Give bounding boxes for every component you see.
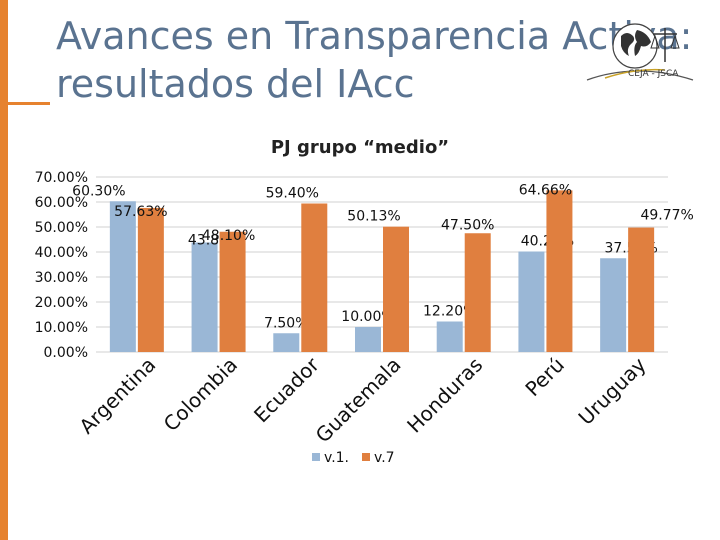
- y-tick-label: 40.00%: [35, 245, 88, 261]
- y-tick-label: 10.00%: [35, 320, 88, 336]
- slide-title-line1: Avances en Transparencia Activa:: [56, 14, 693, 58]
- data-label: 64.66%: [519, 182, 572, 198]
- bar-v1-argentina: [109, 201, 136, 352]
- x-tick-label: Perú: [520, 353, 568, 401]
- bar-v1-ecuador: [273, 333, 300, 352]
- chart-title: PJ grupo “medio”: [270, 137, 450, 158]
- bar-v1-guatemala: [355, 327, 381, 352]
- bar-v7-perú: [546, 190, 573, 352]
- data-label: 48.10%: [202, 228, 255, 244]
- bar-v7-honduras: [464, 233, 491, 352]
- slide-title-line2: resultados del IAcc: [56, 62, 415, 106]
- ceja-logo: [586, 23, 694, 81]
- x-tick-label: Honduras: [402, 353, 487, 438]
- legend-swatch: [362, 453, 370, 461]
- bar-v7-uruguay: [628, 227, 655, 352]
- y-tick-label: 60.00%: [35, 195, 88, 211]
- slide-title: Avances en Transparencia Activa: resulta…: [56, 12, 692, 108]
- accent-divider: [0, 102, 50, 105]
- y-tick-label: 30.00%: [35, 270, 88, 286]
- data-label: 59.40%: [266, 186, 319, 202]
- x-tick-label: Argentina: [74, 353, 160, 439]
- bar-v1-uruguay: [600, 258, 627, 352]
- bar-v7-ecuador: [301, 203, 328, 352]
- bar-v7-argentina: [137, 207, 164, 352]
- x-tick-label: Uruguay: [574, 352, 651, 429]
- data-label: 7.50%: [264, 315, 308, 331]
- legend-label: v.7: [374, 450, 395, 466]
- data-label: 50.13%: [347, 209, 400, 225]
- data-label: 47.50%: [441, 217, 494, 233]
- data-label: 12.20%: [423, 304, 476, 320]
- data-label: 57.63%: [114, 204, 167, 220]
- y-tick-label: 70.00%: [35, 170, 88, 186]
- data-label: 60.30%: [72, 183, 125, 199]
- x-tick-label: Colombia: [159, 353, 242, 436]
- bar-v1-colombia: [191, 242, 218, 352]
- logo-text: CEJA - JSCA: [628, 69, 679, 79]
- data-label: 49.77%: [640, 208, 693, 224]
- accent-bar: [0, 0, 8, 540]
- bar-v7-colombia: [219, 231, 246, 352]
- x-tick-label: Guatemala: [311, 353, 406, 448]
- y-tick-label: 0.00%: [44, 345, 88, 361]
- y-tick-label: 50.00%: [35, 220, 88, 236]
- legend-label: v.1.: [324, 450, 349, 466]
- bar-v7-guatemala: [383, 226, 409, 352]
- data-label: 10.00%: [341, 309, 394, 325]
- bar-v1-perú: [518, 251, 545, 352]
- bar-v1-honduras: [436, 321, 463, 352]
- legend-swatch: [312, 453, 320, 461]
- x-tick-label: Ecuador: [249, 352, 324, 427]
- y-tick-label: 20.00%: [35, 295, 88, 311]
